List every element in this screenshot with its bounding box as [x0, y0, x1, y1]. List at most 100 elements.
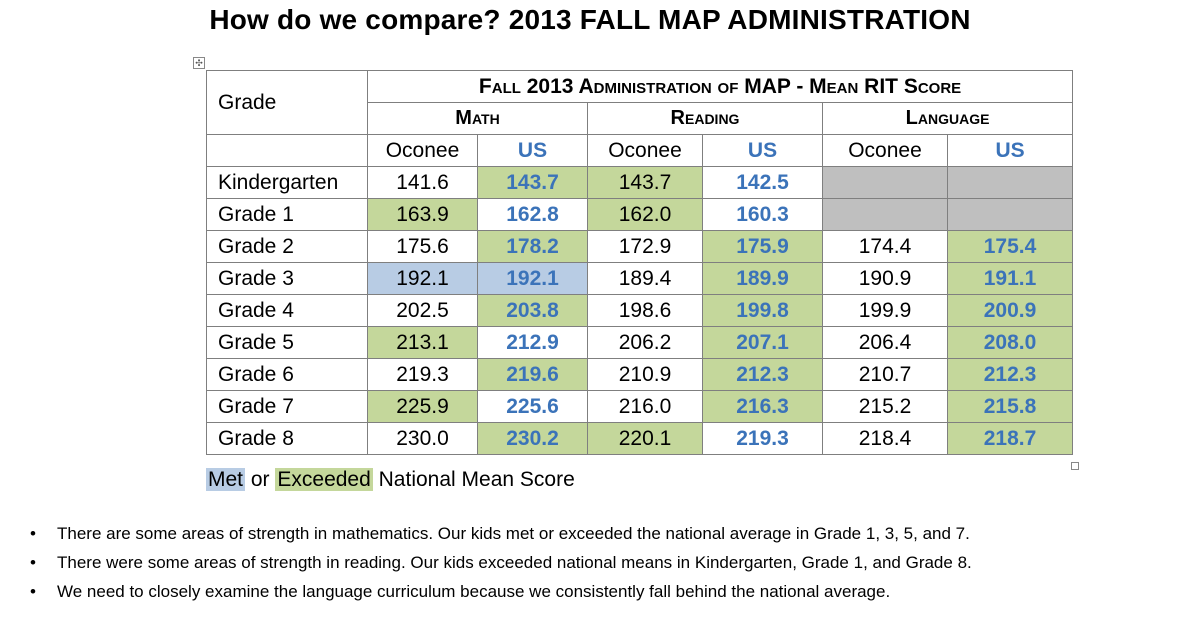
math-us-cell: 225.6	[477, 390, 588, 423]
table-row: Grade 5 213.1 212.9 206.2 207.1 206.4 20…	[206, 326, 1074, 359]
math-us-cell: 192.1	[477, 262, 588, 295]
language-us-cell: 208.0	[946, 326, 1074, 359]
reading-us-cell: 199.8	[702, 294, 823, 327]
list-item: • We need to closely examine the languag…	[30, 581, 972, 610]
reading-oconee-cell: 216.0	[587, 390, 703, 423]
reading-oconee-cell: 172.9	[587, 230, 703, 263]
bullet-icon: •	[30, 524, 36, 543]
table-row: Grade 6 219.3 219.6 210.9 212.3 210.7 21…	[206, 358, 1074, 391]
math-us-cell: 203.8	[477, 294, 588, 327]
table-row: Kindergarten 141.6 143.7 143.7 142.5	[206, 166, 1074, 199]
math-oconee-label: Oconee	[367, 134, 478, 167]
table-row: Grade 8 230.0 230.2 220.1 219.3 218.4 21…	[206, 422, 1074, 455]
language-us-cell: 212.3	[946, 358, 1074, 391]
math-oconee-cell: 213.1	[367, 326, 478, 359]
language-oconee-cell: 206.4	[822, 326, 948, 359]
grade-cell: Grade 8	[206, 422, 368, 455]
language-us-cell: 215.8	[946, 390, 1074, 423]
legend-exceeded: Exceeded	[275, 468, 373, 491]
math-us-cell: 143.7	[477, 166, 588, 199]
bullet-icon: •	[30, 553, 36, 572]
legend-or: or	[250, 468, 270, 491]
list-item: • There are some areas of strength in ma…	[30, 523, 972, 552]
language-oconee-cell: 174.4	[822, 230, 948, 263]
grade-cell: Grade 4	[206, 294, 368, 327]
language-oconee-cell: 199.9	[822, 294, 948, 327]
math-oconee-cell: 230.0	[367, 422, 478, 455]
empty-header-cell	[206, 134, 368, 167]
math-oconee-cell: 202.5	[367, 294, 478, 327]
language-us-cell: 191.1	[946, 262, 1074, 295]
reading-us-cell: 160.3	[702, 198, 823, 231]
math-us-cell: 178.2	[477, 230, 588, 263]
reading-us-label: US	[702, 134, 823, 167]
math-us-label: US	[477, 134, 588, 167]
table-move-handle-icon[interactable]: ✣	[193, 57, 205, 69]
reading-oconee-cell: 210.9	[587, 358, 703, 391]
reading-oconee-cell: 206.2	[587, 326, 703, 359]
table-resize-handle[interactable]	[1071, 462, 1079, 470]
language-oconee-label: Oconee	[822, 134, 948, 167]
grade-cell: Grade 1	[206, 198, 368, 231]
subject-header-math: Math	[367, 102, 588, 135]
math-us-cell: 162.8	[477, 198, 588, 231]
bullet-icon: •	[30, 582, 36, 601]
language-oconee-cell	[822, 198, 948, 231]
table-row: Grade 3 192.1 192.1 189.4 189.9 190.9 19…	[206, 262, 1074, 295]
findings-list: • There are some areas of strength in ma…	[30, 523, 972, 610]
bullet-text: There are some areas of strength in math…	[57, 524, 970, 543]
table-row: Grade 4 202.5 203.8 198.6 199.8 199.9 20…	[206, 294, 1074, 327]
grade-cell: Grade 3	[206, 262, 368, 295]
grade-cell: Kindergarten	[206, 166, 368, 199]
math-us-cell: 219.6	[477, 358, 588, 391]
bullet-text: We need to closely examine the language …	[57, 582, 891, 601]
table-main-header: Fall 2013 Administration of MAP - Mean R…	[366, 70, 1074, 103]
subject-header-reading: Reading	[587, 102, 823, 135]
reading-oconee-label: Oconee	[587, 134, 703, 167]
math-oconee-cell: 192.1	[367, 262, 478, 295]
reading-us-cell: 216.3	[702, 390, 823, 423]
grade-cell: Grade 5	[206, 326, 368, 359]
reading-us-cell: 219.3	[702, 422, 823, 455]
reading-us-cell: 142.5	[702, 166, 823, 199]
page-title: How do we compare? 2013 FALL MAP ADMINIS…	[209, 4, 971, 35]
language-us-cell	[946, 166, 1074, 199]
grade-cell: Grade 2	[206, 230, 368, 263]
legend-met: Met	[206, 468, 246, 491]
subject-header-language: Language	[821, 102, 1074, 135]
legend: Met or Exceeded National Mean Score	[206, 466, 575, 494]
grade-header: Grade	[206, 70, 368, 135]
language-oconee-cell: 190.9	[822, 262, 948, 295]
math-oconee-cell: 175.6	[367, 230, 478, 263]
reading-us-cell: 189.9	[702, 262, 823, 295]
math-us-cell: 230.2	[477, 422, 588, 455]
reading-us-cell: 212.3	[702, 358, 823, 391]
grade-cell: Grade 7	[206, 390, 368, 423]
language-oconee-cell: 218.4	[822, 422, 948, 455]
table-row: Grade 1 163.9 162.8 162.0 160.3	[206, 198, 1074, 231]
reading-oconee-cell: 198.6	[587, 294, 703, 327]
legend-rest: National Mean Score	[378, 468, 575, 491]
bullet-text: There were some areas of strength in rea…	[57, 553, 972, 572]
math-oconee-cell: 225.9	[367, 390, 478, 423]
table-row: Grade 7 225.9 225.6 216.0 216.3 215.2 21…	[206, 390, 1074, 423]
math-oconee-cell: 219.3	[367, 358, 478, 391]
reading-oconee-cell: 189.4	[587, 262, 703, 295]
language-us-cell: 218.7	[946, 422, 1074, 455]
reading-oconee-cell: 162.0	[587, 198, 703, 231]
math-us-cell: 212.9	[477, 326, 588, 359]
language-us-cell: 200.9	[946, 294, 1074, 327]
reading-oconee-cell: 143.7	[587, 166, 703, 199]
grade-cell: Grade 6	[206, 358, 368, 391]
reading-us-cell: 175.9	[702, 230, 823, 263]
language-oconee-cell	[822, 166, 948, 199]
language-oconee-cell: 215.2	[822, 390, 948, 423]
rit-score-table: Grade Fall 2013 Administration of MAP - …	[206, 70, 1074, 455]
language-us-cell: 175.4	[946, 230, 1074, 263]
language-oconee-cell: 210.7	[822, 358, 948, 391]
language-us-cell	[946, 198, 1074, 231]
math-oconee-cell: 163.9	[367, 198, 478, 231]
list-item: • There were some areas of strength in r…	[30, 552, 972, 581]
language-us-label: US	[946, 134, 1074, 167]
table-row: Grade 2 175.6 178.2 172.9 175.9 174.4 17…	[206, 230, 1074, 263]
